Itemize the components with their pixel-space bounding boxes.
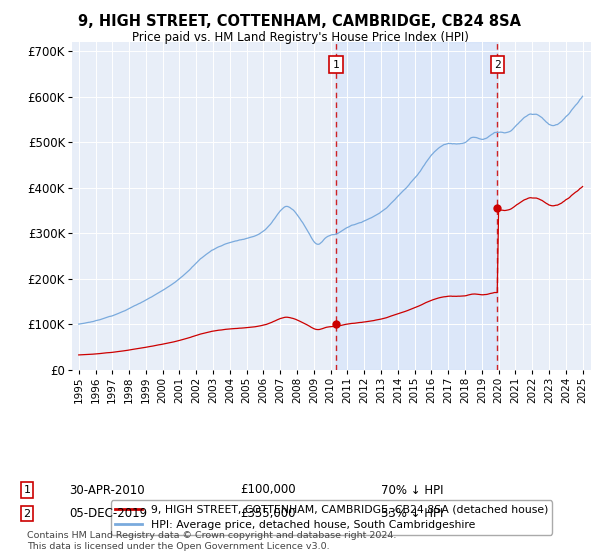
Text: 2: 2: [494, 60, 500, 70]
Text: Contains HM Land Registry data © Crown copyright and database right 2024.: Contains HM Land Registry data © Crown c…: [27, 531, 397, 540]
Text: 1: 1: [333, 60, 340, 70]
Text: 9, HIGH STREET, COTTENHAM, CAMBRIDGE, CB24 8SA: 9, HIGH STREET, COTTENHAM, CAMBRIDGE, CB…: [79, 14, 521, 29]
Text: 1: 1: [23, 485, 31, 495]
Text: 70% ↓ HPI: 70% ↓ HPI: [381, 483, 443, 497]
Text: £355,000: £355,000: [240, 507, 296, 520]
Text: 2: 2: [23, 508, 31, 519]
Text: 33% ↓ HPI: 33% ↓ HPI: [381, 507, 443, 520]
Legend: 9, HIGH STREET, COTTENHAM, CAMBRIDGE, CB24 8SA (detached house), HPI: Average pr: 9, HIGH STREET, COTTENHAM, CAMBRIDGE, CB…: [110, 501, 553, 535]
Text: £100,000: £100,000: [240, 483, 296, 497]
Text: 30-APR-2010: 30-APR-2010: [69, 483, 145, 497]
Bar: [336, 42, 497, 370]
Text: This data is licensed under the Open Government Licence v3.0.: This data is licensed under the Open Gov…: [27, 542, 329, 551]
Text: Price paid vs. HM Land Registry's House Price Index (HPI): Price paid vs. HM Land Registry's House …: [131, 31, 469, 44]
Text: 05-DEC-2019: 05-DEC-2019: [69, 507, 147, 520]
